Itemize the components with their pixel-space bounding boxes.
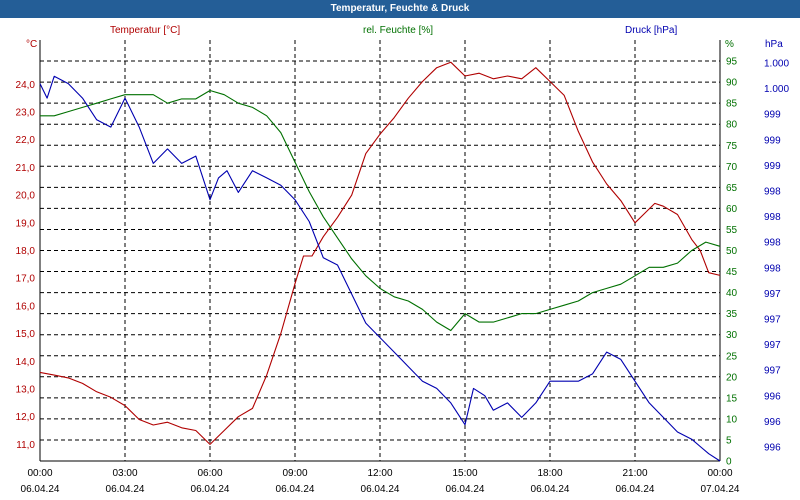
humidity-tick-label: 95: [726, 57, 738, 68]
pressure-tick-label: 999: [764, 110, 781, 121]
temperature-unit: °C: [26, 39, 38, 50]
humidity-tick-label: 70: [726, 162, 738, 173]
humidity-tick-label: 40: [726, 288, 738, 299]
date-tick-label: 06.04.24: [106, 484, 145, 495]
pressure-tick-label: 999: [764, 161, 781, 172]
humidity-tick-label: 80: [726, 120, 738, 131]
pressure-tick-label: 997: [764, 340, 781, 351]
date-tick-label: 06.04.24: [531, 484, 570, 495]
humidity-tick-label: 35: [726, 309, 738, 320]
humidity-tick-label: 90: [726, 78, 738, 89]
date-tick-label: 06.04.24: [616, 484, 655, 495]
temperature-tick-label: 24,0: [16, 80, 36, 91]
date-tick-label: 06.04.24: [276, 484, 315, 495]
time-tick-label: 15:00: [452, 468, 477, 479]
temperature-axis-label: Temperatur [°C]: [110, 25, 181, 36]
pressure-tick-label: 996: [764, 443, 781, 454]
time-tick-label: 06:00: [197, 468, 222, 479]
humidity-tick-label: 15: [726, 393, 738, 404]
pressure-tick-label: 998: [764, 238, 781, 249]
date-tick-label: 07.04.24: [701, 484, 740, 495]
humidity-tick-label: 75: [726, 141, 738, 152]
temperature-tick-label: 21,0: [16, 163, 36, 174]
pressure-tick-label: 997: [764, 366, 781, 377]
humidity-tick-label: 25: [726, 351, 738, 362]
time-tick-label: 00:00: [707, 468, 732, 479]
temperature-tick-label: 12,0: [16, 412, 36, 423]
temperature-tick-label: 13,0: [16, 384, 36, 395]
date-tick-label: 06.04.24: [446, 484, 485, 495]
pressure-tick-label: 1.000: [764, 84, 789, 95]
temperature-tick-label: 11,0: [16, 440, 35, 451]
pressure-tick-label: 998: [764, 187, 781, 198]
temperature-tick-label: 15,0: [16, 329, 36, 340]
humidity-tick-label: 20: [726, 372, 738, 383]
time-tick-label: 09:00: [282, 468, 307, 479]
temperature-tick-label: 17,0: [16, 274, 36, 285]
humidity-line: [40, 89, 721, 332]
temperature-tick-label: 23,0: [16, 108, 36, 119]
humidity-tick-label: 5: [726, 435, 732, 446]
humidity-tick-label: 50: [726, 246, 738, 257]
temperature-tick-label: 20,0: [16, 191, 36, 202]
pressure-tick-label: 996: [764, 417, 781, 428]
pressure-tick-label: 997: [764, 315, 781, 326]
temperature-tick-label: 18,0: [16, 246, 36, 257]
time-tick-label: 12:00: [367, 468, 392, 479]
temperature-line: [39, 61, 721, 445]
humidity-tick-label: 10: [726, 414, 738, 425]
temperature-tick-label: 22,0: [16, 135, 36, 146]
pressure-tick-label: 1.000: [764, 59, 789, 70]
humidity-tick-label: 65: [726, 183, 738, 194]
temperature-tick-label: 14,0: [16, 357, 36, 368]
pressure-tick-label: 998: [764, 263, 781, 274]
temperature-tick-label: 16,0: [16, 301, 36, 312]
chart-title: Temperatur, Feuchte & Druck: [0, 0, 800, 18]
humidity-axis-label: rel. Feuchte [%]: [363, 25, 434, 36]
humidity-tick-label: 85: [726, 99, 738, 110]
time-tick-label: 00:00: [27, 468, 52, 479]
humidity-tick-label: 30: [726, 330, 738, 341]
pressure-line: [39, 75, 721, 462]
temperature-tick-label: 19,0: [16, 218, 36, 229]
pressure-tick-label: 996: [764, 391, 781, 402]
humidity-unit: %: [725, 39, 734, 50]
humidity-tick-label: 60: [726, 204, 738, 215]
time-tick-label: 21:00: [622, 468, 647, 479]
date-tick-label: 06.04.24: [191, 484, 230, 495]
humidity-tick-label: 0: [726, 457, 732, 468]
pressure-tick-label: 997: [764, 289, 781, 300]
date-tick-label: 06.04.24: [361, 484, 400, 495]
humidity-tick-label: 45: [726, 267, 738, 278]
pressure-tick-label: 999: [764, 135, 781, 146]
humidity-tick-label: 55: [726, 225, 738, 236]
time-tick-label: 18:00: [537, 468, 562, 479]
date-tick-label: 06.04.24: [21, 484, 60, 495]
pressure-unit: hPa: [765, 39, 783, 50]
time-tick-label: 03:00: [112, 468, 137, 479]
pressure-axis-label: Druck [hPa]: [625, 25, 678, 36]
pressure-tick-label: 998: [764, 212, 781, 223]
